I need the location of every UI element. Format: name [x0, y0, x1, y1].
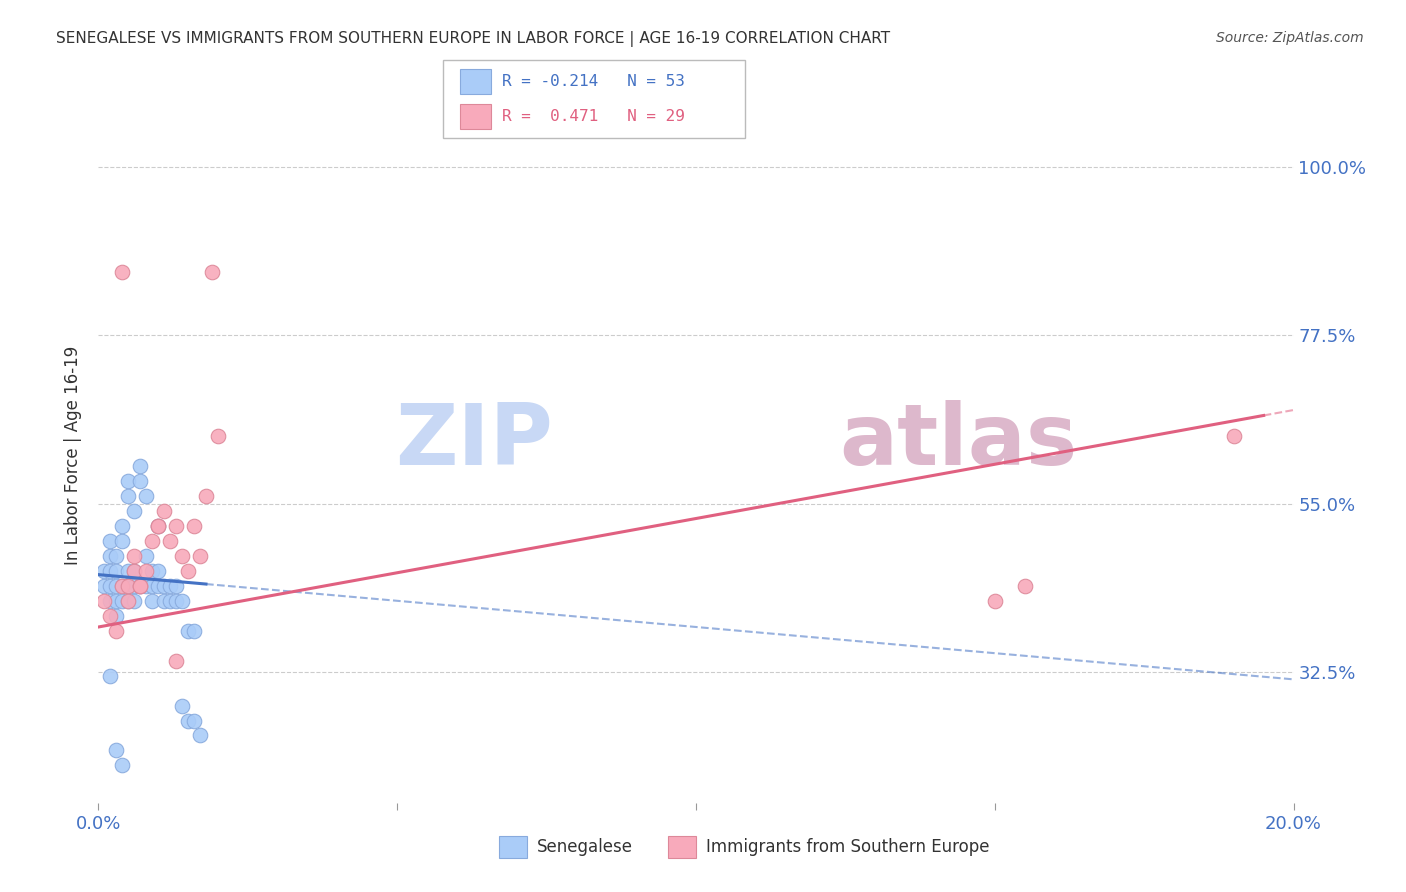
Point	[183, 624, 205, 638]
Point	[984, 594, 1007, 608]
Point	[177, 564, 200, 578]
Point	[141, 579, 163, 593]
Point	[117, 474, 139, 488]
Point	[141, 533, 163, 548]
Point	[111, 519, 134, 533]
Point	[165, 594, 187, 608]
Point	[111, 594, 134, 608]
Point	[135, 579, 157, 593]
Point	[105, 594, 128, 608]
Text: Source: ZipAtlas.com: Source: ZipAtlas.com	[1216, 31, 1364, 45]
Point	[172, 594, 194, 608]
Point	[124, 564, 146, 578]
Point	[100, 579, 122, 593]
Point	[93, 594, 115, 608]
Point	[100, 549, 122, 563]
Point	[117, 489, 139, 503]
Text: atlas: atlas	[839, 400, 1077, 483]
Point	[195, 489, 218, 503]
Point	[148, 579, 170, 593]
Point	[117, 579, 139, 593]
Point	[124, 579, 146, 593]
Point	[165, 579, 187, 593]
Point	[105, 608, 128, 623]
Point	[117, 564, 139, 578]
Point	[153, 579, 176, 593]
Point	[177, 624, 200, 638]
Point	[105, 743, 128, 757]
Point	[111, 579, 134, 593]
Point	[124, 549, 146, 563]
Point	[129, 579, 152, 593]
Point	[111, 758, 134, 772]
Point	[100, 594, 122, 608]
Point	[129, 459, 152, 474]
Point	[129, 579, 152, 593]
Point	[159, 579, 181, 593]
Text: Immigrants from Southern Europe: Immigrants from Southern Europe	[706, 838, 990, 856]
Point	[117, 594, 139, 608]
Point	[100, 533, 122, 548]
Point	[153, 594, 176, 608]
Point	[100, 564, 122, 578]
Point	[172, 698, 194, 713]
Point	[105, 579, 128, 593]
Point	[93, 564, 115, 578]
Point	[165, 654, 187, 668]
Point	[207, 429, 229, 443]
Point	[111, 533, 134, 548]
Point	[124, 594, 146, 608]
Point	[135, 564, 157, 578]
Point	[129, 579, 152, 593]
Point	[105, 624, 128, 638]
Point	[183, 519, 205, 533]
Point	[148, 519, 170, 533]
Point	[100, 668, 122, 682]
Point	[135, 489, 157, 503]
Text: Senegalese: Senegalese	[537, 838, 633, 856]
Point	[165, 519, 187, 533]
Point	[159, 533, 181, 548]
Point	[111, 265, 134, 279]
Point	[117, 594, 139, 608]
Point	[201, 265, 224, 279]
Point	[153, 504, 176, 518]
Point	[148, 564, 170, 578]
Point	[148, 519, 170, 533]
Text: SENEGALESE VS IMMIGRANTS FROM SOUTHERN EUROPE IN LABOR FORCE | AGE 16-19 CORRELA: SENEGALESE VS IMMIGRANTS FROM SOUTHERN E…	[56, 31, 890, 47]
Point	[124, 504, 146, 518]
Text: R =  0.471   N = 29: R = 0.471 N = 29	[502, 110, 685, 124]
Point	[105, 564, 128, 578]
Text: ZIP: ZIP	[395, 400, 553, 483]
Point	[1014, 579, 1036, 593]
Point	[141, 594, 163, 608]
Point	[100, 608, 122, 623]
Y-axis label: In Labor Force | Age 16-19: In Labor Force | Age 16-19	[65, 345, 83, 565]
Point	[93, 579, 115, 593]
Point	[141, 564, 163, 578]
Point	[177, 714, 200, 728]
Point	[183, 714, 205, 728]
Point	[188, 549, 211, 563]
Point	[159, 594, 181, 608]
Point	[135, 549, 157, 563]
Text: R = -0.214   N = 53: R = -0.214 N = 53	[502, 74, 685, 88]
Point	[172, 549, 194, 563]
Point	[105, 549, 128, 563]
Point	[1223, 429, 1246, 443]
Point	[111, 579, 134, 593]
Point	[124, 564, 146, 578]
Point	[117, 579, 139, 593]
Point	[148, 519, 170, 533]
Point	[129, 474, 152, 488]
Point	[188, 729, 211, 743]
